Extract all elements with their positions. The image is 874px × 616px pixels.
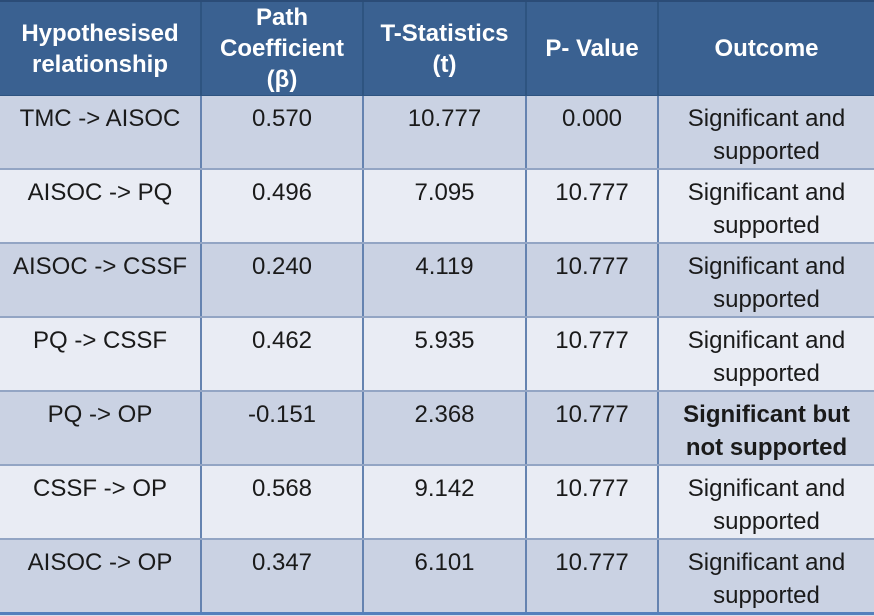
cell-relationship: PQ -> OP	[0, 392, 202, 464]
header-cell-path-coefficient: Path Coefficient (β)	[202, 2, 364, 95]
cell-relationship: AISOC -> OP	[0, 540, 202, 612]
cell-p-value: 10.777	[527, 318, 659, 390]
cell-p-value: 10.777	[527, 466, 659, 538]
cell-t-statistics: 4.119	[364, 244, 527, 316]
cell-t-statistics: 10.777	[364, 96, 527, 168]
cell-p-value: 0.000	[527, 96, 659, 168]
cell-p-value: 10.777	[527, 392, 659, 464]
cell-path-coefficient: 0.568	[202, 466, 364, 538]
cell-t-statistics: 5.935	[364, 318, 527, 390]
cell-outcome: Significant but not supported	[683, 401, 850, 461]
cell-relationship: TMC -> AISOC	[0, 96, 202, 168]
cell-outcome: Significant and supported	[687, 549, 846, 609]
table-body: TMC -> AISOC 0.570 10.777 0.000 Signific…	[0, 96, 874, 612]
table-row: AISOC -> OP 0.347 6.101 10.777 Significa…	[0, 540, 874, 612]
cell-p-value: 10.777	[527, 540, 659, 612]
cell-t-statistics: 6.101	[364, 540, 527, 612]
header-cell-relationship: Hypothesised relationship	[0, 2, 202, 95]
cell-relationship: AISOC -> PQ	[0, 170, 202, 242]
cell-path-coefficient: 0.462	[202, 318, 364, 390]
cell-path-coefficient: 0.347	[202, 540, 364, 612]
cell-path-coefficient: 0.240	[202, 244, 364, 316]
cell-p-value: 10.777	[527, 244, 659, 316]
header-cell-outcome: Outcome	[714, 35, 819, 62]
cell-relationship: AISOC -> CSSF	[0, 244, 202, 316]
cell-p-value: 10.777	[527, 170, 659, 242]
table-row: TMC -> AISOC 0.570 10.777 0.000 Signific…	[0, 96, 874, 170]
header-cell-p-value: P- Value	[527, 2, 659, 95]
cell-path-coefficient: -0.151	[202, 392, 364, 464]
cell-path-coefficient: 0.570	[202, 96, 364, 168]
header-cell-t-statistics: T-Statistics (t)	[364, 2, 527, 95]
cell-path-coefficient: 0.496	[202, 170, 364, 242]
table-row: AISOC -> PQ 0.496 7.095 10.777 Significa…	[0, 170, 874, 244]
cell-outcome: Significant and supported	[687, 253, 846, 313]
table-header-row: Hypothesised relationship Path Coefficie…	[0, 2, 874, 96]
cell-t-statistics: 9.142	[364, 466, 527, 538]
table-row: PQ -> OP -0.151 2.368 10.777 Significant…	[0, 392, 874, 466]
cell-outcome: Significant and supported	[687, 105, 846, 165]
cell-relationship: CSSF -> OP	[0, 466, 202, 538]
table-row: CSSF -> OP 0.568 9.142 10.777 Significan…	[0, 466, 874, 540]
table-bottom-strip	[0, 614, 874, 616]
cell-outcome: Significant and supported	[687, 475, 846, 535]
table-bottom-border	[0, 612, 874, 615]
cell-t-statistics: 7.095	[364, 170, 527, 242]
cell-t-statistics: 2.368	[364, 392, 527, 464]
cell-outcome: Significant and supported	[687, 179, 846, 239]
cell-outcome: Significant and supported	[687, 327, 846, 387]
cell-relationship: PQ -> CSSF	[0, 318, 202, 390]
table-row: AISOC -> CSSF 0.240 4.119 10.777 Signifi…	[0, 244, 874, 318]
table-row: PQ -> CSSF 0.462 5.935 10.777 Significan…	[0, 318, 874, 392]
